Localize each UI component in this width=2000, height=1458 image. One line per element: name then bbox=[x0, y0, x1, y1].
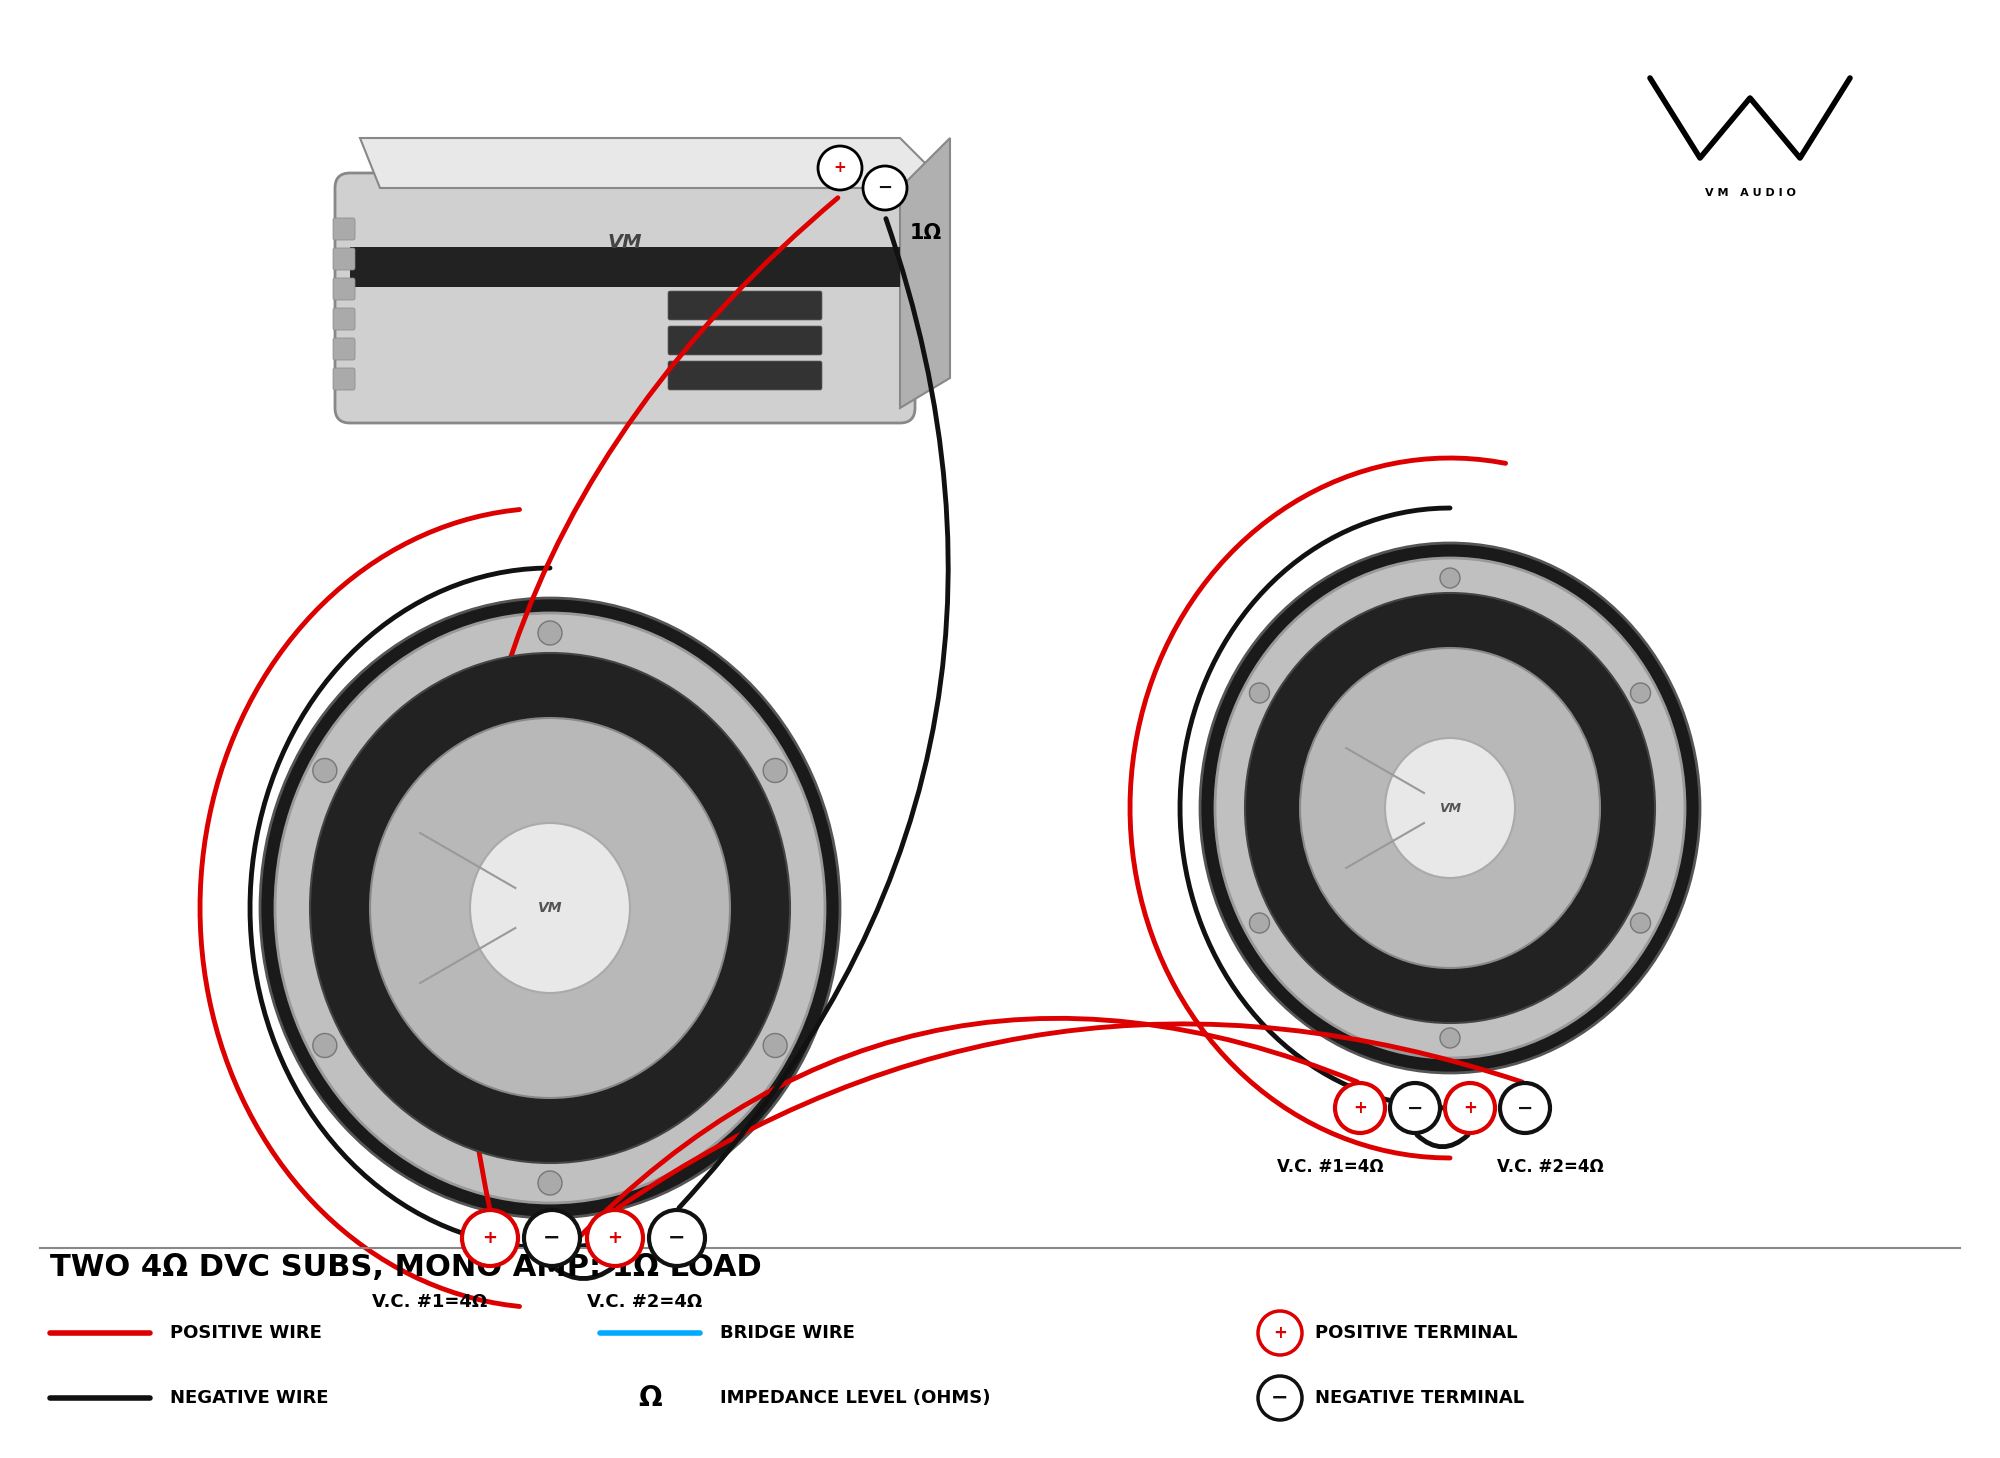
Circle shape bbox=[462, 1210, 518, 1266]
Circle shape bbox=[1250, 682, 1270, 703]
Text: IMPEDANCE LEVEL (OHMS): IMPEDANCE LEVEL (OHMS) bbox=[720, 1389, 990, 1407]
Text: NEGATIVE TERMINAL: NEGATIVE TERMINAL bbox=[1316, 1389, 1524, 1407]
Text: V.C. #1=4Ω: V.C. #1=4Ω bbox=[372, 1293, 488, 1311]
Circle shape bbox=[1630, 913, 1650, 933]
Circle shape bbox=[764, 1034, 788, 1057]
Circle shape bbox=[588, 1210, 644, 1266]
Circle shape bbox=[764, 758, 788, 783]
Text: V.C. #2=4Ω: V.C. #2=4Ω bbox=[1496, 1158, 1604, 1177]
Ellipse shape bbox=[370, 717, 730, 1098]
Text: V.C. #2=4Ω: V.C. #2=4Ω bbox=[588, 1293, 702, 1311]
Ellipse shape bbox=[276, 612, 826, 1203]
Circle shape bbox=[1390, 1083, 1440, 1133]
Text: POSITIVE WIRE: POSITIVE WIRE bbox=[170, 1324, 322, 1341]
Text: BRIDGE WIRE: BRIDGE WIRE bbox=[720, 1324, 854, 1341]
Circle shape bbox=[1258, 1376, 1302, 1420]
Polygon shape bbox=[900, 139, 950, 408]
Circle shape bbox=[538, 621, 562, 644]
FancyBboxPatch shape bbox=[332, 248, 356, 270]
Text: +: + bbox=[834, 160, 846, 175]
FancyBboxPatch shape bbox=[332, 338, 356, 360]
Circle shape bbox=[312, 1034, 336, 1057]
Polygon shape bbox=[360, 139, 950, 188]
Circle shape bbox=[818, 146, 862, 190]
Ellipse shape bbox=[1200, 542, 1700, 1073]
Text: V.C. #1=4Ω: V.C. #1=4Ω bbox=[1276, 1158, 1384, 1177]
Ellipse shape bbox=[1300, 647, 1600, 968]
Text: +: + bbox=[1354, 1099, 1366, 1117]
Text: −: − bbox=[878, 179, 892, 197]
Text: +: + bbox=[1464, 1099, 1476, 1117]
Text: Ω: Ω bbox=[638, 1384, 662, 1411]
Circle shape bbox=[1250, 913, 1270, 933]
Circle shape bbox=[1500, 1083, 1550, 1133]
Text: POSITIVE TERMINAL: POSITIVE TERMINAL bbox=[1316, 1324, 1518, 1341]
FancyBboxPatch shape bbox=[350, 248, 900, 287]
Circle shape bbox=[648, 1210, 704, 1266]
Text: −: − bbox=[1272, 1388, 1288, 1408]
Text: +: + bbox=[482, 1229, 498, 1247]
FancyBboxPatch shape bbox=[668, 362, 822, 389]
Text: +: + bbox=[608, 1229, 622, 1247]
FancyBboxPatch shape bbox=[332, 278, 356, 300]
FancyBboxPatch shape bbox=[668, 292, 822, 319]
Text: VM: VM bbox=[1438, 802, 1462, 815]
Ellipse shape bbox=[1244, 593, 1656, 1024]
Ellipse shape bbox=[470, 822, 630, 993]
Ellipse shape bbox=[1216, 558, 1684, 1059]
Text: +: + bbox=[1274, 1324, 1286, 1341]
Circle shape bbox=[538, 1171, 562, 1196]
Circle shape bbox=[312, 758, 336, 783]
FancyBboxPatch shape bbox=[336, 174, 916, 423]
Text: −: − bbox=[668, 1228, 686, 1248]
Circle shape bbox=[1630, 682, 1650, 703]
Circle shape bbox=[1258, 1311, 1302, 1354]
FancyBboxPatch shape bbox=[668, 327, 822, 354]
Text: TWO 4Ω DVC SUBS, MONO AMP: 1Ω LOAD: TWO 4Ω DVC SUBS, MONO AMP: 1Ω LOAD bbox=[50, 1254, 762, 1283]
Circle shape bbox=[1440, 569, 1460, 588]
Circle shape bbox=[1444, 1083, 1496, 1133]
Text: −: − bbox=[1406, 1098, 1424, 1117]
Circle shape bbox=[524, 1210, 580, 1266]
Text: VM: VM bbox=[608, 233, 642, 252]
Circle shape bbox=[1440, 1028, 1460, 1048]
FancyBboxPatch shape bbox=[332, 219, 356, 241]
Circle shape bbox=[1336, 1083, 1384, 1133]
Ellipse shape bbox=[1384, 738, 1516, 878]
Text: −: − bbox=[1516, 1098, 1534, 1117]
Text: 1Ω: 1Ω bbox=[910, 223, 942, 243]
Ellipse shape bbox=[260, 598, 840, 1217]
Text: −: − bbox=[544, 1228, 560, 1248]
FancyBboxPatch shape bbox=[332, 308, 356, 330]
Circle shape bbox=[864, 166, 908, 210]
Text: NEGATIVE WIRE: NEGATIVE WIRE bbox=[170, 1389, 328, 1407]
Text: V M   A U D I O: V M A U D I O bbox=[1704, 188, 1796, 198]
Ellipse shape bbox=[310, 653, 790, 1163]
Text: VM: VM bbox=[538, 901, 562, 916]
FancyBboxPatch shape bbox=[332, 367, 356, 389]
